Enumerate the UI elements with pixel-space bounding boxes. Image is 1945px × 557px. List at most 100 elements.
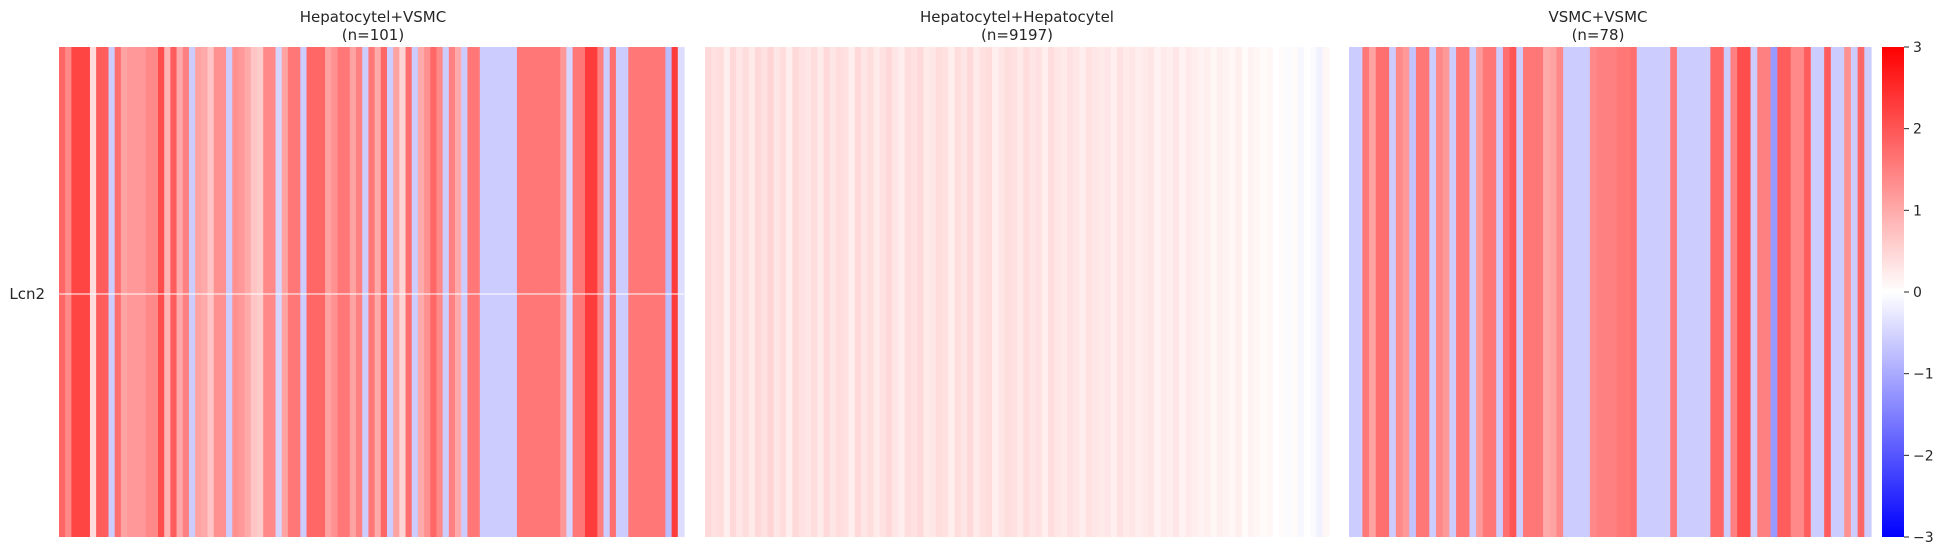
- heatmap-cell: [1770, 47, 1778, 537]
- heatmap-cell: [1104, 47, 1112, 537]
- heatmap-cell: [1316, 47, 1324, 537]
- heatmap-cell: [219, 47, 227, 537]
- heatmap-cell: [145, 47, 153, 537]
- heatmap-cell: [1260, 47, 1268, 537]
- heatmap-cell: [1085, 47, 1093, 537]
- heatmap-cell: [748, 47, 756, 537]
- heatmap-cell: [867, 47, 875, 537]
- heatmap-cell: [1697, 47, 1705, 537]
- heatmap-cell: [773, 47, 781, 537]
- heatmap-cell: [158, 47, 165, 537]
- heatmap-cell: [1254, 47, 1261, 537]
- heatmap-cell: [1837, 47, 1845, 537]
- heatmap-cell: [992, 47, 999, 537]
- heatmap-cell: [1830, 47, 1839, 537]
- heatmap-cell: [386, 47, 394, 537]
- heatmap-cell: [597, 47, 605, 537]
- heatmap-cell: [1804, 47, 1812, 537]
- heatmap-cell: [705, 47, 712, 537]
- heatmap-cell: [603, 47, 611, 537]
- heatmap-cell: [591, 47, 598, 537]
- heatmap-cell: [1369, 47, 1377, 537]
- heatmap-cell: [566, 47, 574, 537]
- heatmap-cell: [1079, 47, 1087, 537]
- heatmap-cell: [492, 47, 499, 537]
- heatmap-cell: [1690, 47, 1698, 537]
- heatmap-cell: [1556, 47, 1564, 537]
- heatmap-cell: [554, 47, 561, 537]
- heatmap-cell: [1676, 47, 1685, 537]
- heatmap-cell: [1750, 47, 1758, 537]
- heatmap-cell: [923, 47, 931, 537]
- heatmap-cell: [1737, 47, 1745, 537]
- heatmap-cell: [170, 47, 178, 537]
- heatmap-cell: [213, 47, 221, 537]
- heatmap-cell: [954, 47, 962, 537]
- heatmap-cell: [967, 47, 974, 537]
- heatmap-cell: [1717, 47, 1725, 537]
- heatmap-cell: [1810, 47, 1819, 537]
- heatmap-cell: [424, 47, 431, 537]
- heatmap-cell: [873, 47, 881, 537]
- heatmap-cell: [1166, 47, 1174, 537]
- heatmap-cell: [1850, 47, 1859, 537]
- heatmap-cells: [705, 47, 1330, 537]
- heatmap-cell: [1389, 47, 1397, 537]
- heatmap-cell: [736, 47, 744, 537]
- heatmap-cell: [1110, 47, 1118, 537]
- heatmap-cell: [1141, 47, 1149, 537]
- heatmap-cell: [1429, 47, 1437, 537]
- heatmap-cell: [892, 47, 900, 537]
- heatmap-cell: [665, 47, 673, 537]
- heatmap-cell: [1179, 47, 1187, 537]
- heatmap-cell: [1173, 47, 1180, 537]
- heatmap-cell: [201, 47, 209, 537]
- heatmap-cell: [287, 47, 295, 537]
- heatmap-cell: [1436, 47, 1444, 537]
- heatmap-cell: [717, 47, 725, 537]
- heatmap-cell: [374, 47, 382, 537]
- heatmap-cell: [510, 47, 518, 537]
- colorbar-ticks: 3 2 1 0 −1 −2 −3: [1904, 40, 1934, 546]
- heatmap-cell: [1229, 47, 1236, 537]
- heatmap-cell: [380, 47, 388, 537]
- heatmap-cell: [529, 47, 537, 537]
- heatmap-cell: [960, 47, 968, 537]
- heatmap-cell: [59, 47, 66, 537]
- heatmap-cell: [516, 47, 524, 537]
- heatmap-cell: [742, 47, 750, 537]
- heatmap-cell: [1148, 47, 1155, 537]
- heatmap-cell: [294, 47, 301, 537]
- heatmap-cell: [1710, 47, 1718, 537]
- heatmap-cell: [948, 47, 956, 537]
- heatmap-cell: [368, 47, 376, 537]
- heatmap-cell: [1583, 47, 1591, 537]
- heatmap-cell: [281, 47, 289, 537]
- heatmap-cell: [1529, 47, 1537, 537]
- heatmap-cell: [622, 47, 629, 537]
- heatmap-cell: [1023, 47, 1031, 537]
- heatmap-cell: [436, 47, 444, 537]
- heatmap-cell: [823, 47, 831, 537]
- heatmap-cell: [671, 47, 679, 537]
- heatmap-cell: [973, 47, 981, 537]
- panel-title: Hepatocytel+Hepatocytel: [920, 8, 1114, 26]
- heatmap-cell: [232, 47, 240, 537]
- heatmap-cell: [139, 47, 147, 537]
- heatmap-cell: [1703, 47, 1711, 537]
- heatmap-cell: [1763, 47, 1772, 537]
- heatmap-cell: [1616, 47, 1624, 537]
- heatmap-cell: [102, 47, 110, 537]
- heatmap-cell: [325, 47, 332, 537]
- heatmap-cell: [1375, 47, 1384, 537]
- heatmap-cell: [1135, 47, 1143, 537]
- heatmap-cell: [829, 47, 837, 537]
- panel-title: VSMC+VSMC: [1549, 8, 1648, 26]
- heatmap-cell: [1241, 47, 1249, 537]
- heatmap-cell: [634, 47, 642, 537]
- heatmap-cell: [257, 47, 264, 537]
- heatmap-cell: [761, 47, 768, 537]
- heatmap-cell: [1797, 47, 1805, 537]
- heatmap-cell: [1204, 47, 1212, 537]
- heatmap-cells: [59, 47, 685, 537]
